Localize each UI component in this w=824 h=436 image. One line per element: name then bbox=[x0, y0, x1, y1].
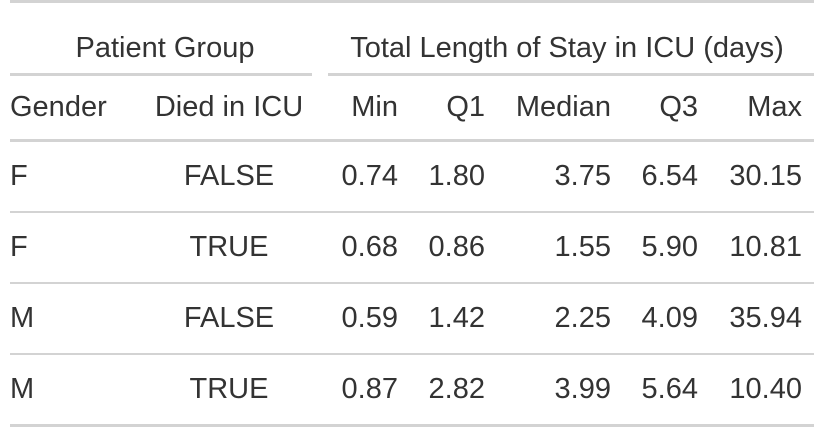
column-header-max: Max bbox=[710, 76, 814, 142]
cell-median: 3.99 bbox=[497, 354, 623, 427]
table-row: F TRUE 0.68 0.86 1.55 5.90 10.81 bbox=[10, 212, 814, 284]
cell-max: 10.81 bbox=[710, 212, 814, 284]
cell-died: FALSE bbox=[138, 283, 320, 355]
spanner-length-of-stay: Total Length of Stay in ICU (days) bbox=[320, 3, 814, 76]
column-header-min: Min bbox=[320, 76, 410, 142]
cell-min: 0.68 bbox=[320, 212, 410, 284]
cell-min: 0.87 bbox=[320, 354, 410, 427]
cell-gender: F bbox=[10, 212, 138, 284]
cell-q1: 0.86 bbox=[410, 212, 497, 284]
cell-q3: 5.90 bbox=[623, 212, 710, 284]
cell-died: TRUE bbox=[138, 354, 320, 427]
spanner-patient-group-label: Patient Group bbox=[75, 32, 255, 64]
cell-min: 0.59 bbox=[320, 283, 410, 355]
column-header-q3: Q3 bbox=[623, 76, 710, 142]
cell-max: 35.94 bbox=[710, 283, 814, 355]
column-header-gender: Gender bbox=[10, 76, 138, 142]
spanner-patient-group: Patient Group bbox=[10, 3, 320, 76]
summary-table: Patient Group Total Length of Stay in IC… bbox=[10, 0, 814, 427]
cell-max: 10.40 bbox=[710, 354, 814, 427]
column-header-median: Median bbox=[497, 76, 623, 142]
cell-median: 1.55 bbox=[497, 212, 623, 284]
cell-median: 3.75 bbox=[497, 140, 623, 213]
cell-q3: 4.09 bbox=[623, 283, 710, 355]
column-header-died: Died in ICU bbox=[138, 76, 320, 142]
cell-q3: 5.64 bbox=[623, 354, 710, 427]
cell-q1: 1.80 bbox=[410, 140, 497, 213]
cell-died: TRUE bbox=[138, 212, 320, 284]
cell-gender: M bbox=[10, 283, 138, 355]
spanner-patient-group-underline bbox=[10, 73, 312, 76]
cell-q3: 6.54 bbox=[623, 140, 710, 213]
cell-q1: 1.42 bbox=[410, 283, 497, 355]
cell-min: 0.74 bbox=[320, 140, 410, 213]
column-header-row: Gender Died in ICU Min Q1 Median Q3 Max bbox=[10, 76, 814, 142]
cell-died: FALSE bbox=[138, 140, 320, 213]
table-row: M TRUE 0.87 2.82 3.99 5.64 10.40 bbox=[10, 354, 814, 427]
spanner-length-of-stay-underline bbox=[328, 73, 814, 76]
cell-q1: 2.82 bbox=[410, 354, 497, 427]
cell-max: 30.15 bbox=[710, 140, 814, 213]
spanner-length-of-stay-label: Total Length of Stay in ICU (days) bbox=[350, 32, 784, 64]
cell-gender: M bbox=[10, 354, 138, 427]
table-row: F FALSE 0.74 1.80 3.75 6.54 30.15 bbox=[10, 140, 814, 213]
cell-gender: F bbox=[10, 140, 138, 213]
table-top-border bbox=[10, 0, 814, 4]
cell-median: 2.25 bbox=[497, 283, 623, 355]
spanner-header-row: Patient Group Total Length of Stay in IC… bbox=[10, 3, 814, 76]
table-row: M FALSE 0.59 1.42 2.25 4.09 35.94 bbox=[10, 283, 814, 355]
column-header-q1: Q1 bbox=[410, 76, 497, 142]
